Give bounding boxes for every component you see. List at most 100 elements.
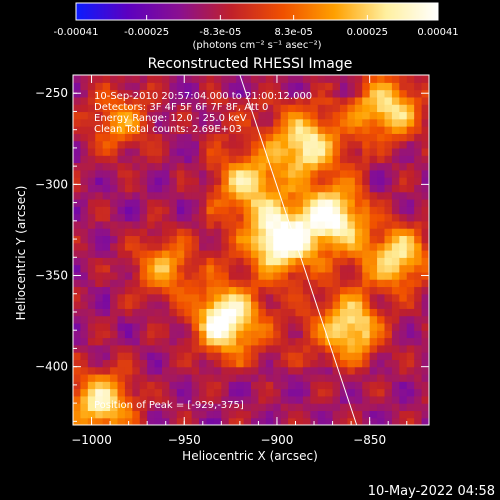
heatmap-cell [117, 322, 126, 331]
heatmap-cell [265, 140, 274, 149]
heatmap-cell [154, 403, 163, 412]
heatmap-cell [139, 220, 148, 229]
heatmap-cell [132, 177, 141, 185]
heatmap-cell [169, 184, 178, 193]
heatmap-cell [87, 96, 96, 105]
heatmap-cell [184, 155, 193, 164]
heatmap-cell [124, 177, 133, 185]
heatmap-cell [95, 257, 104, 266]
heatmap-cell [117, 235, 126, 244]
heatmap-cell [124, 308, 133, 317]
heatmap-cell [124, 162, 133, 171]
heatmap-cell [117, 228, 126, 237]
heatmap-cell [80, 359, 89, 368]
heatmap-cell [169, 257, 178, 266]
heatmap-cell [191, 271, 200, 280]
heatmap-cell [147, 111, 156, 120]
heatmap-cell [87, 169, 96, 178]
heatmap-cell [317, 250, 326, 258]
heatmap-cell [176, 140, 185, 149]
heatmap-cell [80, 184, 89, 193]
heatmap-cell [251, 417, 260, 425]
heatmap-cell [236, 315, 245, 324]
heatmap-cell [295, 111, 304, 120]
heatmap-cell [102, 220, 111, 229]
heatmap-cell [325, 344, 334, 353]
heatmap-cell [391, 352, 400, 360]
heatmap-cell [236, 162, 245, 171]
heatmap-cell [236, 388, 245, 397]
heatmap-cell [95, 140, 104, 149]
heatmap-cell [124, 403, 133, 412]
heatmap-cell [251, 133, 260, 142]
heatmap-cell [340, 410, 349, 419]
heatmap-cell [102, 184, 111, 193]
heatmap-cell [191, 337, 200, 346]
heatmap-cell [147, 82, 156, 91]
heatmap-cell [295, 330, 304, 339]
heatmap-cell [213, 155, 222, 164]
heatmap-cell [317, 82, 326, 91]
heatmap-cell [176, 75, 185, 83]
heatmap-cell [399, 235, 408, 244]
heatmap-cell [414, 220, 423, 229]
heatmap-cell [184, 403, 193, 412]
heatmap-cell [162, 89, 171, 98]
heatmap-cell [147, 322, 156, 331]
heatmap-cell [147, 169, 156, 178]
heatmap-cell [310, 220, 319, 229]
heatmap-cell [302, 293, 311, 302]
heatmap-cell [340, 220, 349, 229]
heatmap-cell [169, 96, 178, 105]
heatmap-cell [87, 366, 96, 375]
heatmap-cell [80, 264, 89, 273]
heatmap-cell [340, 126, 349, 134]
heatmap-cell [340, 279, 349, 288]
heatmap-cell [288, 235, 297, 244]
heatmap-cell [95, 381, 104, 390]
heatmap-cell [414, 250, 423, 258]
heatmap-cell [184, 250, 193, 258]
heatmap-cell [139, 213, 148, 222]
heatmap-cell [302, 147, 311, 156]
heatmap-cell [176, 89, 185, 98]
heatmap-cell [110, 235, 119, 244]
heatmap-cell [295, 301, 304, 309]
heatmap-cell [132, 301, 141, 309]
heatmap-cell [176, 359, 185, 368]
heatmap-cell [154, 126, 163, 134]
heatmap-cell [369, 96, 378, 105]
heatmap-cell [347, 395, 356, 404]
heatmap-cell [124, 228, 133, 237]
colorbar-ticks: -0.00041 -0.00025 -8.3e-05 8.3e-05 0.00025 0.… [54, 15, 459, 38]
heatmap-cell [310, 147, 319, 156]
heatmap-cell [95, 96, 104, 105]
heatmap-cell [154, 111, 163, 120]
heatmap-cell [251, 388, 260, 397]
heatmap-cell [110, 184, 119, 193]
footer-timestamp: 10-May-2022 04:58 [368, 484, 495, 499]
heatmap-cell [369, 373, 378, 382]
heatmap-cell [73, 191, 82, 200]
heatmap-cell [80, 133, 89, 142]
heatmap-cell [206, 264, 215, 273]
heatmap-cell [384, 96, 393, 105]
heatmap-cell [228, 308, 237, 317]
heatmap-cell [102, 96, 111, 105]
heatmap-cell [213, 220, 222, 229]
heatmap-cell [80, 279, 89, 288]
heatmap-cell [206, 271, 215, 280]
heatmap-cell [154, 337, 163, 346]
heatmap-cell [310, 104, 319, 113]
heatmap-cell [391, 286, 400, 295]
heatmap-cell [362, 235, 371, 244]
heatmap-cell [354, 184, 363, 193]
heatmap-cell [384, 75, 393, 83]
heatmap-cell [414, 257, 423, 266]
heatmap-cell [154, 82, 163, 91]
heatmap-cell [362, 388, 371, 397]
heatmap-cell [362, 184, 371, 193]
colorbar [76, 3, 438, 20]
heatmap-cell [221, 184, 230, 193]
heatmap-cell [258, 417, 267, 425]
